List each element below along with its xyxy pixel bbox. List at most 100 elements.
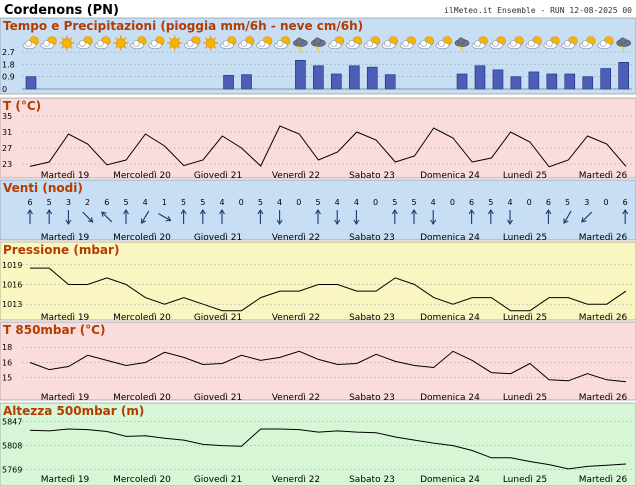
wind-speed-label: 2 xyxy=(85,198,90,207)
wind-speed-label: 4 xyxy=(354,198,359,207)
wind-speed-label: 5 xyxy=(200,198,205,207)
wind-speed-label: 5 xyxy=(123,198,128,207)
wind-arrow-icon xyxy=(27,208,33,224)
sun-cloud-icon xyxy=(130,36,147,50)
temperature-panel: T (°C)35 31 27 23 Martedì 19 Mercoledì 20 Giov… xyxy=(0,97,636,181)
sun-icon xyxy=(203,35,219,51)
wind-arrow-icon xyxy=(123,208,129,224)
day-label: Lunedì 25 xyxy=(503,393,547,403)
precip-bar xyxy=(25,76,37,90)
y-tick-label: 1019 xyxy=(2,261,22,270)
y-tick-label: 35 xyxy=(2,112,12,121)
wind-arrow-icon xyxy=(65,210,72,226)
temperature-panel-series-line xyxy=(29,125,627,168)
precip-bar xyxy=(492,69,504,90)
sun-icon xyxy=(113,35,129,51)
wind-arrow-icon xyxy=(46,208,53,224)
day-label: Martedì 26 xyxy=(579,475,628,485)
precip-bar xyxy=(528,71,540,90)
wind-panel: Venti (nodi) 6 5 3 2 6 5 4 1 5 5 4 0 5 4 0 5 4 4 0 5 5 4 0 6 5 4 0 6… xyxy=(0,179,636,243)
wind-arrow-icon xyxy=(581,211,593,223)
day-label: Sabato 23 xyxy=(349,171,395,181)
day-label: Sabato 23 xyxy=(349,475,395,485)
wind-speed-label: 5 xyxy=(258,198,263,207)
y-tick-label: 27 xyxy=(2,144,12,153)
y-tick-label: 16 xyxy=(2,358,12,367)
day-label: Sabato 23 xyxy=(349,393,395,403)
precip-bar xyxy=(546,73,558,90)
precip-bar xyxy=(241,74,252,90)
precip-bar xyxy=(456,73,468,90)
wind-arrow-icon xyxy=(180,208,187,224)
day-label: Giovedì 21 xyxy=(194,475,242,485)
day-label: Martedì 19 xyxy=(41,393,90,403)
day-label: Lunedì 25 xyxy=(503,233,547,243)
sun-icon xyxy=(59,35,75,51)
sun-cloud-icon xyxy=(381,36,399,50)
sun-cloud-icon xyxy=(363,36,381,50)
day-label: Domenica 24 xyxy=(420,393,480,403)
precip-bar xyxy=(366,66,378,90)
sun-cloud-icon xyxy=(345,36,363,50)
sun-cloud-icon xyxy=(417,36,434,50)
wind-arrow-icon xyxy=(411,208,417,224)
wind-speed-label: 6 xyxy=(104,198,109,207)
temperature-850-panel-title: T 850mbar (°C) xyxy=(3,323,105,337)
y-tick-label: 0 xyxy=(2,85,7,94)
wind-arrow-icon xyxy=(158,213,172,222)
y-tick-label: 5769 xyxy=(2,465,22,474)
sun-cloud-icon xyxy=(220,36,237,50)
precip-bar xyxy=(564,73,576,90)
wind-speed-label: 1 xyxy=(162,198,167,207)
sun-cloud-icon xyxy=(561,36,578,50)
wind-speed-label: 0 xyxy=(527,198,532,207)
wind-speed-label: 0 xyxy=(450,198,455,207)
pressure-panel-background xyxy=(0,241,636,321)
wind-arrow-icon xyxy=(563,210,572,224)
wind-speed-label: 4 xyxy=(507,198,512,207)
precip-bar xyxy=(313,65,324,90)
wind-speed-label: 5 xyxy=(411,198,416,207)
day-label: Lunedì 25 xyxy=(503,313,547,323)
precip-bar xyxy=(474,65,486,90)
y-tick-label: 18 xyxy=(2,343,12,352)
wind-speed-label: 5 xyxy=(392,198,397,207)
day-label: Mercoledì 20 xyxy=(113,313,171,323)
day-label: Martedì 19 xyxy=(41,475,90,485)
wind-arrow-icon xyxy=(82,211,94,223)
wind-speed-label: 0 xyxy=(373,198,378,207)
sun-cloud-icon xyxy=(543,36,560,50)
storm-cloud-icon xyxy=(293,37,308,53)
height-500-panel-series-line xyxy=(29,428,627,470)
temperature-panel-title: T (°C) xyxy=(3,99,41,113)
sun-cloud-icon xyxy=(471,36,488,50)
precip-bar xyxy=(618,62,629,90)
wind-arrow-icon xyxy=(140,210,150,224)
wind-speed-label: 5 xyxy=(565,198,570,207)
wind-speed-label: 5 xyxy=(315,198,320,207)
sun-cloud-icon xyxy=(76,36,93,50)
day-label: Martedì 26 xyxy=(579,393,628,403)
wind-speed-label: 4 xyxy=(219,198,224,207)
wind-speed-label: 4 xyxy=(335,198,340,207)
storm-cloud-icon xyxy=(454,37,470,53)
day-label: Domenica 24 xyxy=(420,233,480,243)
wind-panel-title: Venti (nodi) xyxy=(3,181,83,195)
y-tick-label: 1.8 xyxy=(2,60,15,69)
precip-bar xyxy=(582,76,594,90)
y-tick-label: 1013 xyxy=(2,300,22,309)
sun-cloud-icon xyxy=(435,36,452,50)
y-tick-label: 31 xyxy=(2,128,12,137)
wind-arrow-icon xyxy=(487,208,494,224)
sun-cloud-icon xyxy=(579,36,596,50)
storm-cloud-icon xyxy=(616,37,631,53)
y-tick-label: 1016 xyxy=(2,281,22,290)
sun-cloud-icon xyxy=(489,36,506,50)
sun-cloud-icon xyxy=(256,36,273,50)
sun-cloud-icon xyxy=(274,36,291,50)
temperature-850-panel: T 850mbar (°C) 18 16 15 Martedì 19 Mercoledì … xyxy=(0,321,636,403)
wind-speed-label: 6 xyxy=(27,198,32,207)
day-label: Mercoledì 20 xyxy=(113,393,171,403)
precip-bar xyxy=(295,59,306,90)
